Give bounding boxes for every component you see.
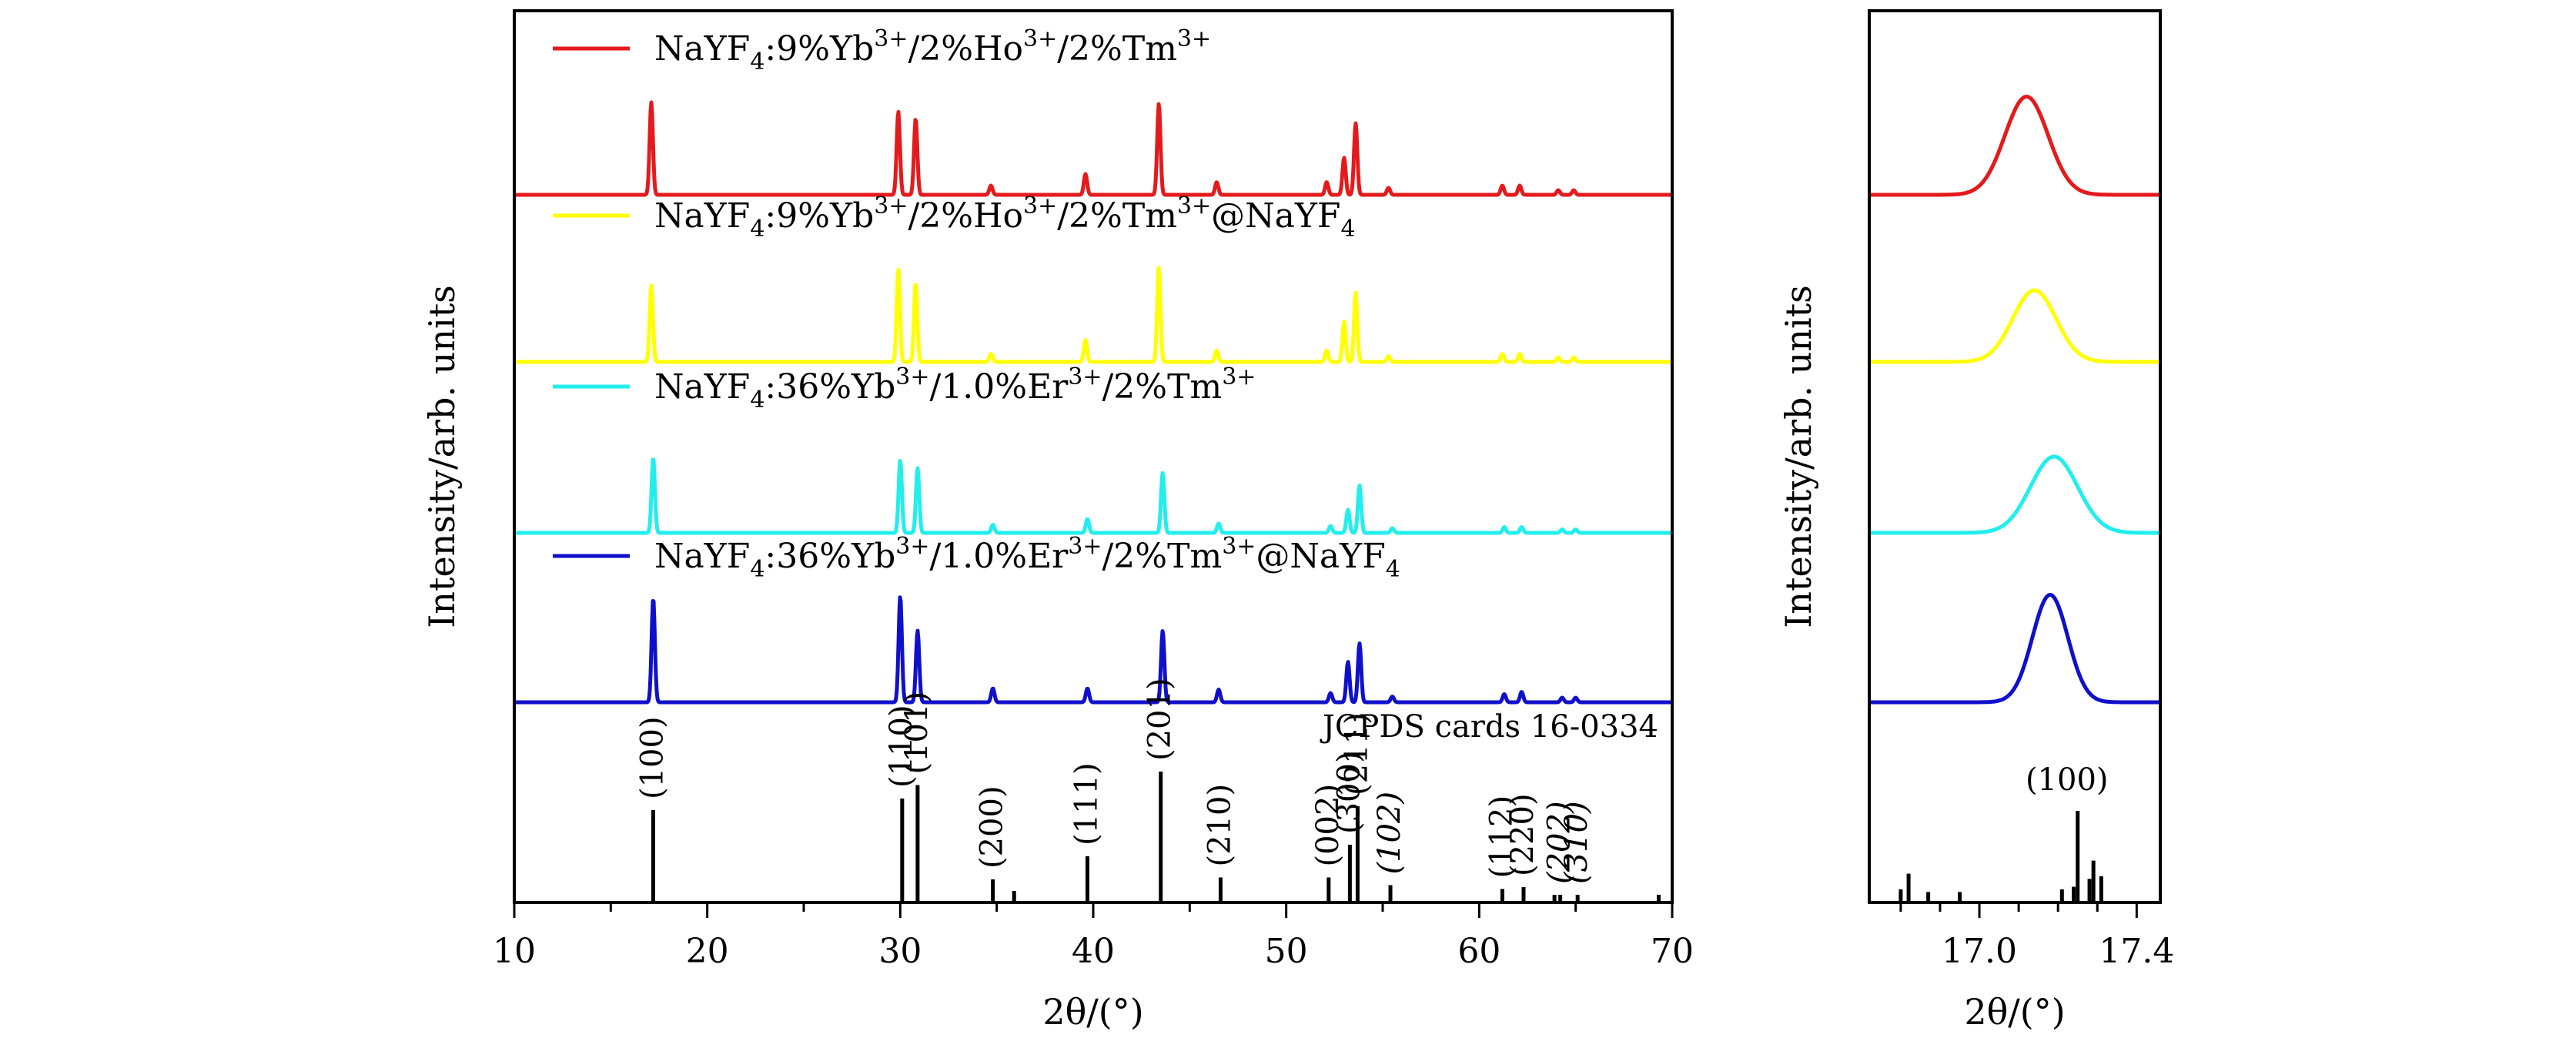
legend-entry-1: NaYF4:9%Yb3+/2%Ho3+/2%Tm3+ xyxy=(654,25,1211,75)
hkl-label: (112) xyxy=(1484,795,1519,879)
zoom-hkl-label: (100) xyxy=(2026,762,2109,798)
hkl-label: (310) xyxy=(1559,801,1594,884)
zoom-series-line-1 xyxy=(1869,95,2160,197)
jcpds-label: JCPDS cards 16-0334 xyxy=(1320,709,1658,745)
main-x-axis-label: 2θ/(°) xyxy=(1042,991,1143,1033)
legend-entry-2: NaYF4:9%Yb3+/2%Ho3+/2%Tm3+@NaYF4 xyxy=(654,193,1356,243)
hkl-label: (110) xyxy=(884,705,919,788)
zoom-x-axis-label: 2θ/(°) xyxy=(1964,991,2065,1033)
hkl-label: (201) xyxy=(1142,678,1178,761)
main-x-tick-label: 30 xyxy=(878,932,922,971)
hkl-label: (210) xyxy=(1202,784,1237,867)
series-line-3 xyxy=(514,457,1672,535)
main-x-tick-label: 60 xyxy=(1457,932,1500,971)
zoom-series-line-2 xyxy=(1869,288,2160,364)
hkl-label: (102) xyxy=(1372,792,1407,875)
zoom-plot-frame xyxy=(1868,9,2162,904)
legend-entry-4: NaYF4:36%Yb3+/1.0%Er3+/2%Tm3+@NaYF4 xyxy=(654,533,1400,583)
main-x-tick-label: 40 xyxy=(1072,932,1115,971)
series-line-2 xyxy=(514,266,1672,364)
legend-entry-3: NaYF4:36%Yb3+/1.0%Er3+/2%Tm3+ xyxy=(654,363,1256,414)
hkl-label: (111) xyxy=(1069,762,1104,845)
hkl-label: (220) xyxy=(1505,793,1541,876)
hkl-label: (211) xyxy=(1339,712,1374,795)
main-x-tick-label: 50 xyxy=(1265,932,1308,971)
zoom-x-tick-label: 17.0 xyxy=(1942,932,2017,971)
hkl-label: (200) xyxy=(975,785,1010,869)
series-line-1 xyxy=(514,100,1672,197)
main-x-tick-label: 20 xyxy=(686,932,729,971)
hkl-label: (101) xyxy=(899,691,935,775)
hkl-label: (300) xyxy=(1331,751,1367,834)
zoom-series-line-4 xyxy=(1869,593,2160,705)
zoom-xrd-panel: 17.0 17.4 2θ/(°) Intensity/arb. units (100) xyxy=(1778,9,2174,1033)
main-y-axis-label: Intensity/arb. units xyxy=(421,285,463,628)
hkl-label: (002) xyxy=(1310,784,1346,867)
zoom-x-tick-label: 17.4 xyxy=(2099,932,2174,971)
hkl-label: (202) xyxy=(1542,801,1577,884)
main-x-tick-label: 70 xyxy=(1651,932,1694,971)
series-line-4 xyxy=(514,595,1672,705)
hkl-label: (100) xyxy=(634,716,670,799)
main-xrd-panel: 10 20 30 40 50 60 70 2θ/(°) Intensity/arb. units… xyxy=(421,9,1694,1033)
zoom-series-line-3 xyxy=(1869,454,2160,535)
zoom-y-axis-label: Intensity/arb. units xyxy=(1778,285,1819,628)
main-x-tick-label: 10 xyxy=(493,932,536,971)
